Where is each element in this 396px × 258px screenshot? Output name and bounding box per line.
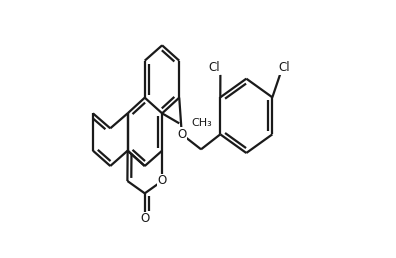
Text: Cl: Cl	[208, 61, 220, 74]
Text: CH₃: CH₃	[191, 118, 212, 128]
Text: O: O	[158, 174, 167, 188]
Text: O: O	[140, 212, 149, 225]
Text: O: O	[177, 128, 187, 141]
Text: Cl: Cl	[278, 61, 290, 74]
